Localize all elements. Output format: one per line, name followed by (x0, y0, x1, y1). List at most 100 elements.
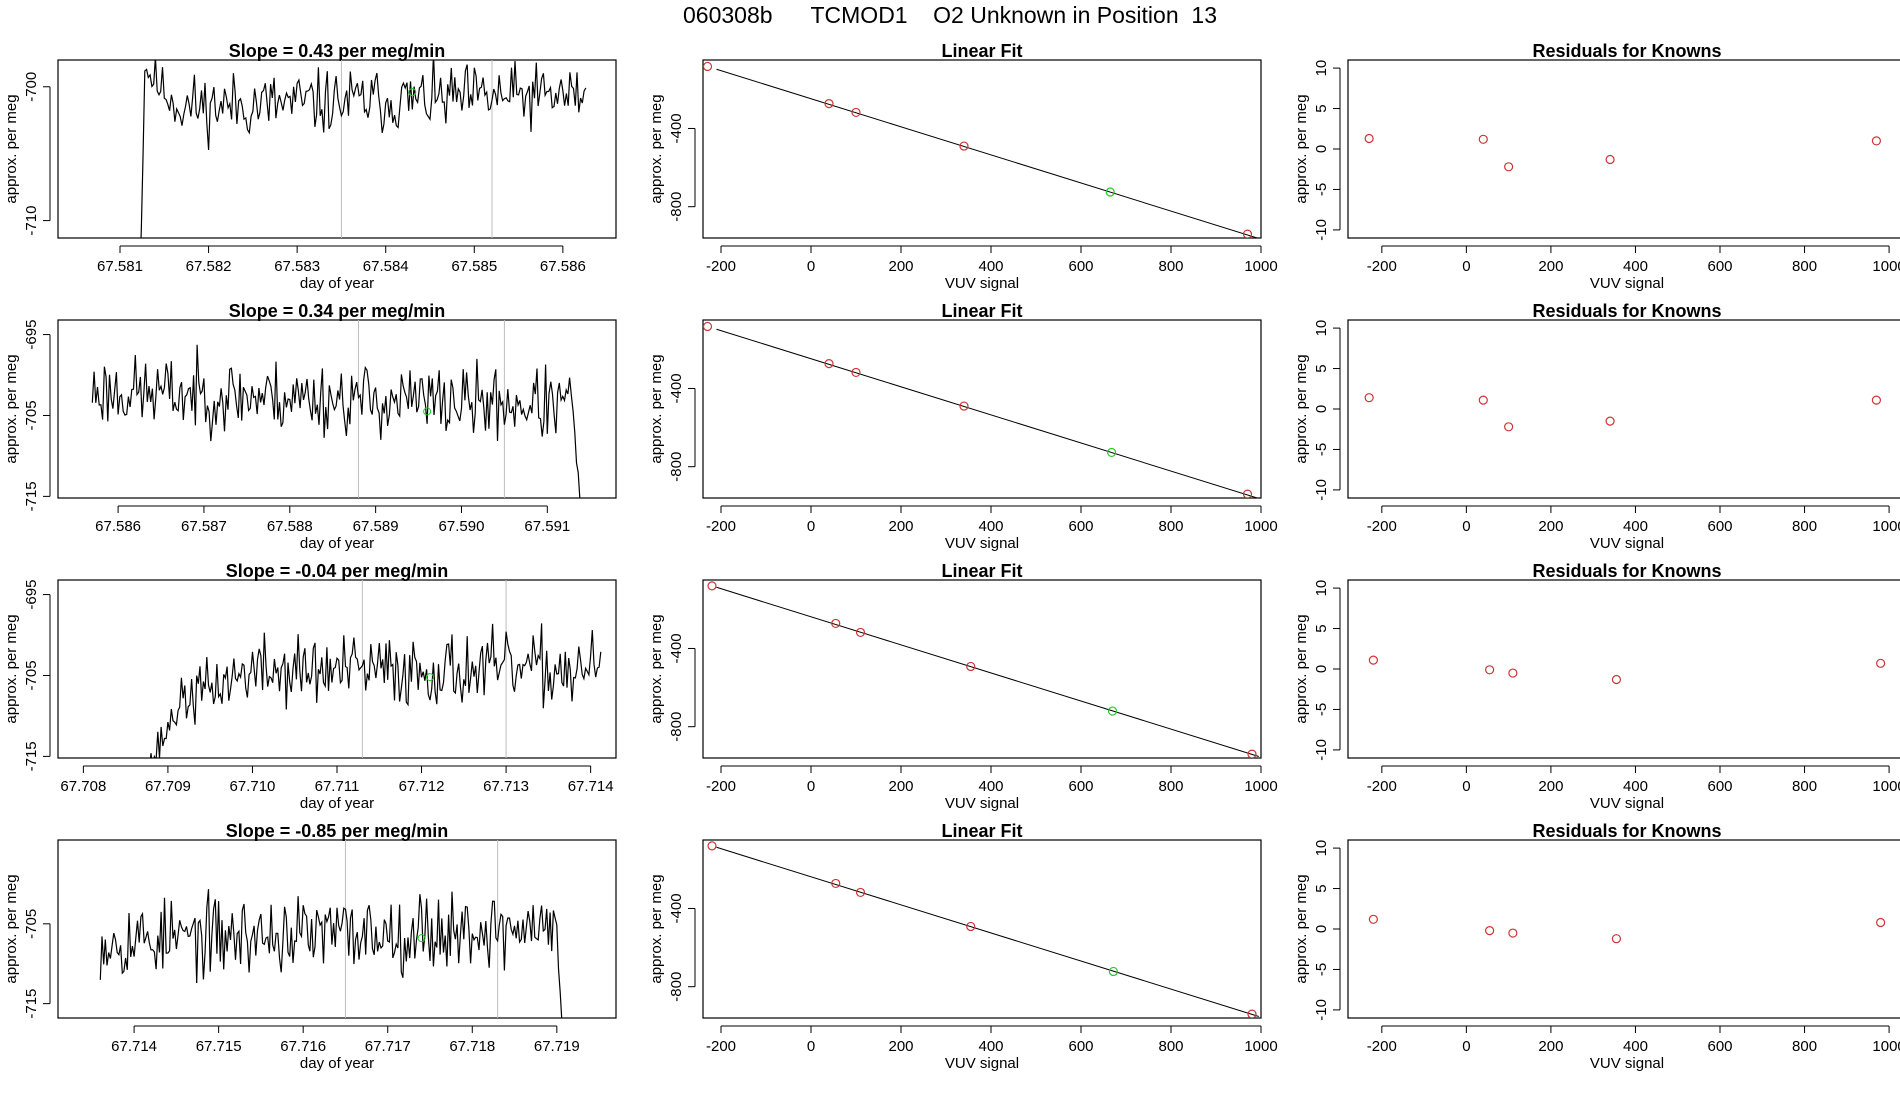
data-series-line (99, 889, 563, 1018)
x-tick-label: 67.583 (274, 258, 320, 275)
y-tick-label: -800 (668, 972, 685, 1002)
y-tick-label: -695 (23, 320, 40, 350)
plot-frame (1347, 839, 1900, 1019)
y-axis-label: approx. per meg (3, 614, 20, 723)
x-axis-label: VUV signal (945, 795, 1019, 812)
y-tick-label: -715 (23, 989, 40, 1019)
panel-title: Slope = 0.43 per meg/min (229, 41, 446, 61)
x-tick-label: 800 (1792, 518, 1817, 535)
x-tick-label: 67.589 (353, 518, 399, 535)
known-point (1508, 668, 1518, 678)
y-tick-label: -800 (668, 192, 685, 222)
panel-title: Residuals for Knowns (1532, 301, 1721, 321)
panel-3-2: Residuals for Knowns-200 0 200 400 600 800 100… (1293, 821, 1900, 1072)
plot-area (707, 581, 1259, 758)
panel-title: Residuals for Knowns (1532, 561, 1721, 581)
x-tick-label: -200 (1367, 258, 1397, 275)
x-tick-label: 67.584 (363, 258, 409, 275)
known-point (1871, 136, 1882, 146)
unknown-marker (423, 407, 432, 416)
x-tick-label: 67.712 (399, 778, 445, 795)
plot-area (707, 841, 1259, 1018)
unknown-point (1106, 447, 1117, 458)
x-tick-label: 600 (1707, 258, 1732, 275)
plot-frame (57, 579, 617, 759)
y-tick-label: -400 (668, 633, 685, 663)
x-tick-label: 0 (807, 258, 815, 275)
known-point (1247, 749, 1257, 758)
x-tick-label: 800 (1792, 778, 1817, 795)
x-tick-label: 600 (1707, 1038, 1732, 1055)
y-tick-label: -10 (1313, 999, 1330, 1021)
x-tick-label: 200 (1538, 1038, 1563, 1055)
x-axis: -200 0 200 400 600 800 1000 (1367, 765, 1900, 795)
panel-2-2: Residuals for Knowns -200 0 200 400 600 800 100… (1293, 561, 1900, 812)
y-tick-label: 0 (1313, 925, 1330, 933)
figure-title: 060308b TCMOD1 O2 Unknown in Position 13 (683, 2, 1217, 28)
plot-area (1364, 393, 1882, 432)
known-point (966, 921, 976, 932)
x-tick-label: 800 (1792, 1038, 1817, 1055)
x-axis-label: day of year (300, 795, 374, 812)
unknown-marker (426, 673, 434, 682)
known-point (959, 401, 969, 411)
y-tick-label: 0 (1313, 145, 1330, 153)
x-tick-label: -200 (1367, 518, 1397, 535)
y-tick-label: 10 (1313, 840, 1330, 857)
x-tick-label: 1000 (1244, 1038, 1277, 1055)
data-series-line (149, 623, 602, 758)
x-tick-label: 67.710 (230, 778, 276, 795)
x-axis: -200 0 200 400 600 800 1000 (706, 245, 1278, 275)
x-tick-label: 0 (807, 1038, 815, 1055)
x-tick-label: 400 (1623, 778, 1648, 795)
y-axis-label: approx. per meg (3, 94, 20, 203)
x-axis: 67.714 67.715 67.716 67.717 67.718 67.719 (111, 1025, 580, 1055)
y-tick-label: -10 (1313, 219, 1330, 241)
y-axis-label: approx. per meg (1293, 94, 1310, 203)
x-tick-label: 200 (1538, 518, 1563, 535)
x-tick-label: 0 (807, 518, 815, 535)
x-tick-label: 600 (1707, 518, 1732, 535)
y-tick-label: -5 (1313, 963, 1330, 976)
y-tick-label: -705 (23, 909, 40, 939)
x-tick-label: 67.582 (186, 258, 232, 275)
unknown-point (1105, 187, 1115, 197)
x-tick-label: 800 (1158, 258, 1183, 275)
known-point (707, 841, 717, 851)
x-tick-label: 67.591 (524, 518, 570, 535)
x-tick-label: 600 (1068, 518, 1093, 535)
panel-title: Residuals for Knowns (1532, 821, 1721, 841)
x-tick-label: 800 (1792, 258, 1817, 275)
x-tick-label: 0 (1462, 1038, 1470, 1055)
y-axis: -715 -705 (23, 909, 51, 1019)
x-axis-label: VUV signal (945, 535, 1019, 552)
y-tick-label: -695 (23, 580, 40, 610)
x-tick-label: 400 (978, 258, 1003, 275)
x-tick-label: 67.711 (315, 778, 360, 795)
known-point (703, 61, 713, 72)
x-tick-label: 400 (1623, 518, 1648, 535)
fit-line (716, 328, 1259, 498)
plot-frame (1347, 319, 1900, 499)
x-axis: 67.586 67.587 67.588 67.589 67.590 67.591 (95, 505, 570, 535)
known-point (1242, 489, 1253, 498)
x-tick-label: -200 (1367, 778, 1397, 795)
x-tick-label: -200 (706, 258, 736, 275)
known-point (855, 887, 866, 898)
x-axis: 67.581 67.582 67.583 67.584 67.585 67.586 (97, 245, 586, 275)
y-tick-label: 5 (1313, 884, 1330, 892)
plot-area (91, 320, 581, 498)
unknown-point (1108, 966, 1119, 977)
plot-frame (57, 59, 617, 239)
x-tick-label: 67.717 (365, 1038, 411, 1055)
y-axis-label: approx. per meg (648, 94, 665, 203)
y-tick-label: -715 (23, 741, 40, 771)
x-tick-label: 67.708 (60, 778, 106, 795)
y-tick-label: 0 (1313, 665, 1330, 673)
known-point (831, 878, 841, 889)
y-tick-label: 0 (1313, 405, 1330, 413)
unknown-point (1107, 706, 1118, 716)
panel-title: Linear Fit (941, 301, 1022, 321)
panel-1-1: Linear Fit -200 0 200 400 600 800 1000 VUV signa… (648, 301, 1278, 552)
x-tick-label: 67.709 (145, 778, 191, 795)
